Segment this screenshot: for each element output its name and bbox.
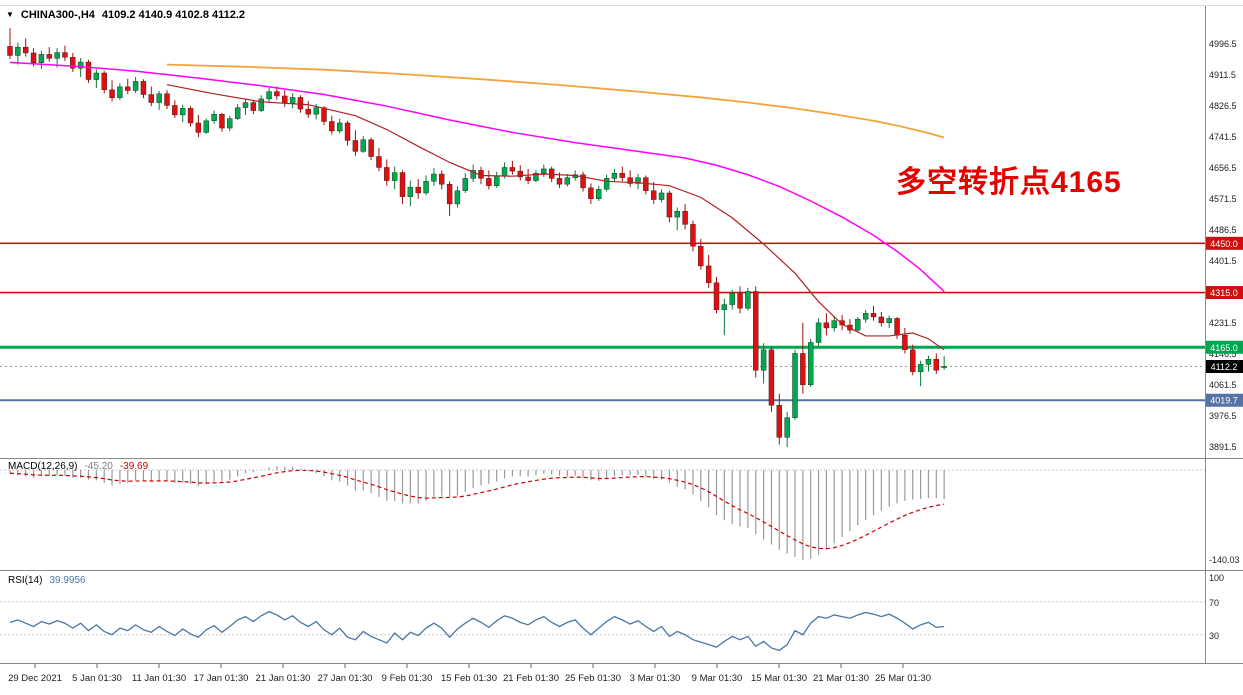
svg-text:9 Feb 01:30: 9 Feb 01:30 <box>382 673 433 684</box>
rsi-name: RSI(14) <box>8 575 43 586</box>
price-axis: 4996.5 4911.5 4826.5 4741.5 4656.5 4571.5 4486… <box>1209 39 1240 565</box>
svg-text:4315.0: 4315.0 <box>1210 288 1238 298</box>
rsi-value: 39.9956 <box>49 575 86 586</box>
rsi-line <box>9 610 945 652</box>
svg-text:4231.5: 4231.5 <box>1209 318 1237 328</box>
svg-text:100: 100 <box>1209 573 1224 583</box>
svg-text:11 Jan 01:30: 11 Jan 01:30 <box>132 673 186 684</box>
svg-text:5 Jan 01:30: 5 Jan 01:30 <box>72 673 122 684</box>
svg-text:15 Feb 01:30: 15 Feb 01:30 <box>441 673 497 684</box>
svg-text:4571.5: 4571.5 <box>1209 194 1237 204</box>
svg-text:21 Mar 01:30: 21 Mar 01:30 <box>813 673 869 684</box>
svg-text:21 Jan 01:30: 21 Jan 01:30 <box>256 673 311 684</box>
svg-text:15 Mar 01:30: 15 Mar 01:30 <box>751 673 807 684</box>
ma-slow-orange[interactable] <box>166 63 945 139</box>
macd-indicator-label: MACD(12,26,9) -45.20 -39.69 <box>8 461 148 472</box>
svg-text:4741.5: 4741.5 <box>1209 132 1237 142</box>
svg-text:-140.03: -140.03 <box>1209 555 1240 565</box>
svg-text:25 Mar 01:30: 25 Mar 01:30 <box>875 673 931 684</box>
svg-text:4486.5: 4486.5 <box>1209 225 1237 235</box>
svg-text:3976.5: 3976.5 <box>1209 411 1237 421</box>
svg-text:4996.5: 4996.5 <box>1209 39 1237 49</box>
svg-text:30: 30 <box>1209 631 1219 641</box>
svg-text:4112.2: 4112.2 <box>1211 362 1238 372</box>
current-price-tag: 4112.2 <box>1206 360 1243 374</box>
time-axis: 29 Dec 2021 5 Jan 01:30 11 Jan 01:30 17 Jan… <box>8 663 931 684</box>
symbol-info: ▼ CHINA300-,H4 4109.2 4140.9 4102.8 4112… <box>6 9 245 21</box>
svg-text:4450.0: 4450.0 <box>1210 239 1238 249</box>
svg-text:25 Feb 01:30: 25 Feb 01:30 <box>565 673 621 684</box>
svg-text:4061.5: 4061.5 <box>1209 380 1237 390</box>
price-tag-4165.0: 4165.0 <box>1206 340 1243 354</box>
candles-series <box>7 28 947 448</box>
macd-histogram <box>9 466 945 560</box>
ma-fast-red[interactable] <box>166 84 945 351</box>
svg-text:27 Jan 01:30: 27 Jan 01:30 <box>318 673 373 684</box>
rsi-axis: 100 70 30 <box>1209 573 1224 641</box>
price-tag-4450.0: 4450.0 <box>1206 236 1243 250</box>
macd-name: MACD(12,26,9) <box>8 461 78 472</box>
svg-text:4401.5: 4401.5 <box>1209 256 1237 266</box>
macd-signal-line <box>9 469 945 550</box>
annotation-text[interactable]: 多空转折点4165 <box>896 166 1122 199</box>
svg-text:4826.5: 4826.5 <box>1209 101 1237 111</box>
svg-text:4019.7: 4019.7 <box>1210 396 1238 406</box>
symbol-ohlc: 4109.2 4140.9 4102.8 4112.2 <box>101 9 246 21</box>
svg-text:4165.0: 4165.0 <box>1210 343 1238 353</box>
macd-signal-value: -39.69 <box>119 461 149 472</box>
svg-text:4146.5: 4146.5 <box>1209 349 1237 359</box>
symbol-dropdown-icon[interactable]: ▼ <box>6 10 14 19</box>
svg-text:9 Mar 01:30: 9 Mar 01:30 <box>692 673 743 684</box>
symbol-title: CHINA300-,H4 <box>20 9 95 21</box>
svg-text:17 Jan 01:30: 17 Jan 01:30 <box>194 673 249 684</box>
svg-text:4656.5: 4656.5 <box>1209 163 1237 173</box>
price-tag-4019.7: 4019.7 <box>1206 393 1243 407</box>
macd-main-value: -45.20 <box>84 461 113 472</box>
svg-text:70: 70 <box>1209 598 1219 608</box>
rsi-indicator-label: RSI(14) 39.9956 <box>8 575 86 586</box>
svg-text:4911.5: 4911.5 <box>1209 70 1236 80</box>
svg-text:29 Dec 2021: 29 Dec 2021 <box>8 673 62 684</box>
svg-text:3891.5: 3891.5 <box>1209 442 1237 452</box>
svg-text:3 Mar 01:30: 3 Mar 01:30 <box>630 673 681 684</box>
price-tag-4315.0: 4315.0 <box>1206 286 1243 300</box>
ma-mid-magenta[interactable] <box>9 61 945 293</box>
svg-text:21 Feb 01:30: 21 Feb 01:30 <box>503 673 559 684</box>
